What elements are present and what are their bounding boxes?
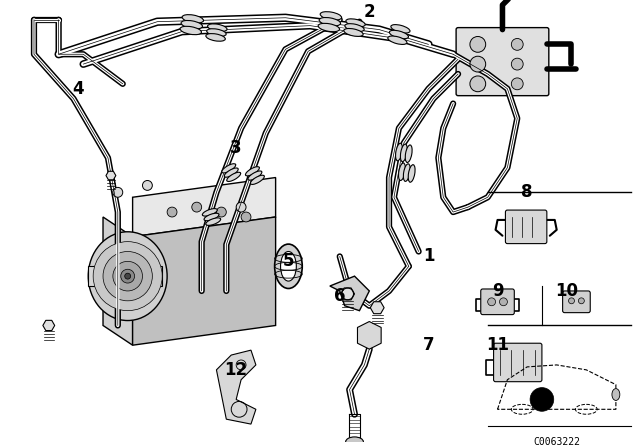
Polygon shape: [340, 288, 355, 300]
Text: 4: 4: [72, 80, 84, 98]
Text: 12: 12: [225, 361, 248, 379]
Circle shape: [167, 207, 177, 217]
Text: 6: 6: [334, 287, 346, 305]
Ellipse shape: [207, 24, 227, 31]
Circle shape: [511, 39, 523, 50]
Ellipse shape: [222, 164, 236, 173]
Text: 8: 8: [522, 183, 533, 201]
Circle shape: [216, 207, 227, 217]
Text: 11: 11: [486, 336, 509, 354]
Circle shape: [125, 273, 131, 279]
Circle shape: [470, 76, 486, 92]
Ellipse shape: [401, 144, 407, 162]
Ellipse shape: [205, 218, 221, 225]
Ellipse shape: [612, 388, 620, 401]
Ellipse shape: [181, 21, 202, 29]
Polygon shape: [103, 217, 132, 345]
Ellipse shape: [227, 172, 241, 181]
Polygon shape: [88, 266, 162, 286]
Polygon shape: [371, 302, 384, 314]
Ellipse shape: [180, 26, 202, 34]
Circle shape: [192, 202, 202, 212]
Circle shape: [511, 78, 523, 90]
Ellipse shape: [403, 164, 410, 181]
Ellipse shape: [346, 437, 364, 447]
Ellipse shape: [408, 165, 415, 182]
Ellipse shape: [389, 30, 408, 39]
Ellipse shape: [344, 29, 363, 36]
Text: 7: 7: [422, 336, 435, 354]
Ellipse shape: [319, 17, 340, 26]
Ellipse shape: [280, 251, 296, 281]
Circle shape: [236, 202, 246, 212]
Ellipse shape: [346, 19, 365, 27]
Ellipse shape: [204, 213, 219, 221]
Circle shape: [103, 251, 152, 301]
Polygon shape: [216, 350, 256, 424]
Ellipse shape: [320, 12, 342, 20]
Ellipse shape: [207, 29, 226, 36]
Text: 9: 9: [492, 282, 503, 300]
Circle shape: [121, 269, 134, 283]
Text: 5: 5: [283, 252, 294, 270]
Ellipse shape: [250, 175, 264, 185]
FancyBboxPatch shape: [493, 343, 542, 382]
Polygon shape: [330, 276, 369, 310]
Circle shape: [470, 36, 486, 52]
Ellipse shape: [202, 209, 218, 216]
Polygon shape: [358, 322, 381, 349]
Polygon shape: [132, 177, 276, 237]
Text: 10: 10: [555, 282, 578, 300]
FancyBboxPatch shape: [456, 28, 549, 96]
Ellipse shape: [399, 163, 405, 181]
Ellipse shape: [206, 34, 225, 41]
Circle shape: [470, 56, 486, 72]
Ellipse shape: [224, 168, 238, 177]
Text: 3: 3: [230, 139, 242, 157]
Circle shape: [488, 298, 495, 306]
FancyBboxPatch shape: [506, 210, 547, 244]
Ellipse shape: [388, 36, 407, 44]
Circle shape: [93, 241, 162, 310]
Ellipse shape: [318, 23, 340, 32]
Ellipse shape: [275, 244, 302, 289]
Ellipse shape: [396, 143, 403, 161]
Ellipse shape: [246, 167, 259, 176]
Text: C0063222: C0063222: [533, 437, 580, 447]
Circle shape: [113, 261, 143, 291]
Circle shape: [530, 388, 554, 411]
FancyBboxPatch shape: [481, 289, 515, 314]
Circle shape: [113, 187, 123, 197]
Text: 1: 1: [423, 247, 434, 265]
Circle shape: [499, 298, 508, 306]
Circle shape: [241, 212, 251, 222]
Ellipse shape: [405, 145, 412, 163]
Ellipse shape: [345, 24, 364, 31]
Ellipse shape: [391, 25, 410, 33]
Text: 2: 2: [364, 3, 375, 21]
Polygon shape: [106, 171, 116, 180]
Circle shape: [568, 298, 575, 304]
Polygon shape: [43, 320, 54, 331]
Ellipse shape: [182, 15, 204, 23]
FancyBboxPatch shape: [563, 291, 590, 313]
Circle shape: [143, 181, 152, 190]
Ellipse shape: [248, 171, 262, 180]
Polygon shape: [132, 217, 276, 345]
Circle shape: [511, 58, 523, 70]
Ellipse shape: [88, 232, 167, 320]
Circle shape: [579, 298, 584, 304]
